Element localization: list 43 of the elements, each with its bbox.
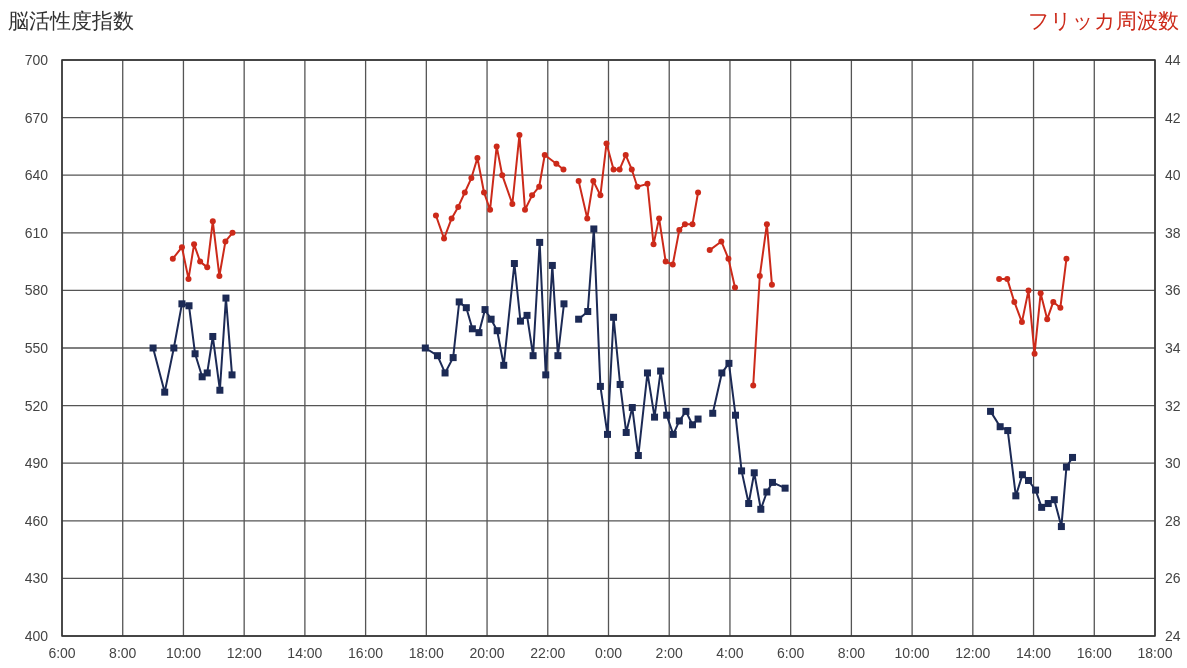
x-tick-label: 12:00 bbox=[226, 645, 262, 661]
x-tick-label: 20:00 bbox=[469, 645, 505, 661]
x-tick-label: 14:00 bbox=[287, 645, 323, 661]
y-tick-label: 700 bbox=[24, 52, 49, 68]
y2-tick-label: 28 bbox=[1165, 512, 1181, 529]
y-tick-label: 640 bbox=[24, 167, 49, 184]
x-tick-label: 10:00 bbox=[894, 645, 930, 661]
x-tick-label: 2:00 bbox=[655, 645, 684, 661]
y-tick-label: 550 bbox=[24, 340, 49, 356]
y2-tick-label: 40 bbox=[1165, 167, 1181, 184]
x-tick-label: 4:00 bbox=[716, 645, 744, 661]
x-tick-label: 6:00 bbox=[48, 645, 76, 661]
y2-tick-label: 24 bbox=[1165, 628, 1181, 644]
y2-tick-label: 32 bbox=[1165, 397, 1181, 414]
y-tick-label: 460 bbox=[24, 512, 49, 529]
x-tick-label: 12:00 bbox=[955, 645, 991, 661]
x-tick-label: 10:00 bbox=[165, 645, 202, 661]
y2-tick-label: 42 bbox=[1165, 109, 1181, 126]
y-tick-label: 400 bbox=[24, 628, 49, 644]
y2-tick-label: 30 bbox=[1165, 455, 1181, 472]
x-tick-label: 14:00 bbox=[1016, 645, 1052, 661]
y2-tick-label: 26 bbox=[1165, 570, 1181, 587]
y-tick-label: 580 bbox=[24, 282, 49, 299]
x-tick-label: 8:00 bbox=[837, 645, 866, 661]
x-tick-label: 18:00 bbox=[408, 645, 445, 661]
y2-tick-label: 38 bbox=[1165, 224, 1181, 241]
x-tick-label: 8:00 bbox=[109, 645, 137, 661]
y2-tick-label: 36 bbox=[1165, 282, 1181, 299]
x-tick-label: 6:00 bbox=[777, 645, 805, 661]
x-tick-label: 16:00 bbox=[1076, 645, 1112, 661]
y-tick-label: 430 bbox=[24, 570, 49, 587]
y2-tick-label: 44 bbox=[1165, 52, 1181, 68]
y-tick-label: 610 bbox=[24, 224, 49, 241]
y-axis-title: 脳活性度指数 bbox=[8, 9, 134, 32]
x-tick-label: 18:00 bbox=[1137, 645, 1173, 661]
x-tick-label: 22:00 bbox=[530, 645, 566, 661]
y-tick-label: 520 bbox=[24, 397, 49, 414]
y-tick-label: 670 bbox=[24, 109, 49, 126]
x-tick-label: 0:00 bbox=[594, 645, 623, 661]
y2-tick-label: 34 bbox=[1165, 340, 1181, 356]
x-tick-label: 16:00 bbox=[348, 645, 384, 661]
y-tick-label: 490 bbox=[24, 455, 49, 472]
y2-axis-title: フリッカ周波数 bbox=[1028, 9, 1179, 32]
